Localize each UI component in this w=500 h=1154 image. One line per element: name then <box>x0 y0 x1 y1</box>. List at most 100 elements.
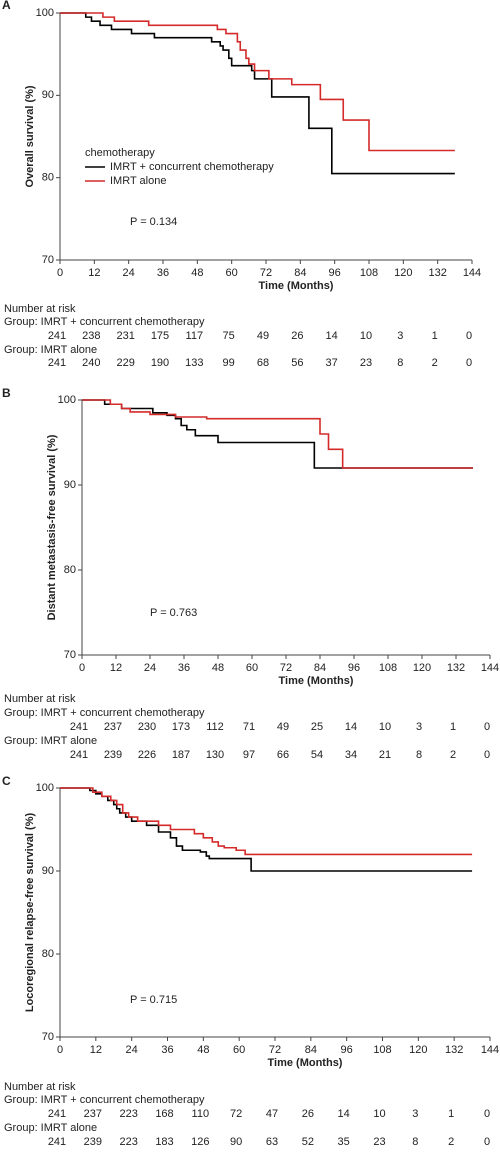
x-tick-label: 36 <box>161 1044 173 1056</box>
risk-count: 8 <box>397 357 403 369</box>
x-tick-label: 72 <box>269 1044 281 1056</box>
risk-count: 241 <box>70 721 88 733</box>
risk-count: 10 <box>379 721 391 733</box>
p-value: P = 0.763 <box>150 607 197 619</box>
risk-count: 1 <box>450 721 456 733</box>
risk-count: 226 <box>138 749 156 761</box>
x-tick-label: 60 <box>226 267 238 279</box>
x-tick-label: 24 <box>144 662 156 674</box>
risk-count: 8 <box>416 749 422 761</box>
x-tick-label: 120 <box>413 662 431 674</box>
risk-count: 173 <box>172 721 190 733</box>
risk-count: 110 <box>192 1108 210 1120</box>
risk-count: 223 <box>119 1136 137 1148</box>
y-axis-title: Distant metastasis-free survival (%) <box>46 434 58 620</box>
y-tick-label: 70 <box>42 1031 54 1043</box>
risk-count: 10 <box>373 1108 385 1120</box>
risk-count: 241 <box>70 749 88 761</box>
risk-count: 26 <box>302 1108 314 1120</box>
risk-count: 237 <box>104 721 122 733</box>
x-tick-label: 120 <box>409 1044 427 1056</box>
x-tick-label: 48 <box>197 1044 209 1056</box>
y-tick-label: 80 <box>42 948 54 960</box>
risk-count: 97 <box>243 749 255 761</box>
x-tick-label: 108 <box>360 267 378 279</box>
x-tick-label: 0 <box>57 1044 63 1056</box>
y-axis-title: Locoregional relapse-free survival (%) <box>24 813 36 1013</box>
risk-count: 72 <box>230 1108 242 1120</box>
risk-count: 8 <box>412 1136 418 1148</box>
risk-count: 190 <box>151 357 169 369</box>
x-tick-label: 108 <box>373 1044 391 1056</box>
risk-count: 47 <box>266 1108 278 1120</box>
risk-count: 37 <box>326 357 338 369</box>
risk-count: 237 <box>84 1108 102 1120</box>
x-tick-label: 60 <box>246 662 258 674</box>
risk-count: 3 <box>397 330 403 342</box>
risk-table-title: Number at risk <box>4 693 76 705</box>
risk-count: 241 <box>48 330 66 342</box>
panel-letter: C <box>2 774 11 788</box>
risk-group-label: Group: IMRT alone <box>4 344 97 356</box>
risk-count: 49 <box>257 330 269 342</box>
x-tick-label: 36 <box>157 267 169 279</box>
risk-count: 90 <box>230 1136 242 1148</box>
risk-count: 14 <box>338 1108 350 1120</box>
y-tick-label: 80 <box>64 564 76 576</box>
risk-count: 241 <box>48 1108 66 1120</box>
risk-group-label: Group: IMRT + concurrent chemotherapy <box>4 707 205 719</box>
risk-count: 23 <box>373 1136 385 1148</box>
x-tick-label: 24 <box>123 267 135 279</box>
risk-count: 241 <box>48 357 66 369</box>
risk-count: 3 <box>412 1108 418 1120</box>
risk-count: 239 <box>104 749 122 761</box>
risk-count: 10 <box>360 330 372 342</box>
x-tick-label: 84 <box>294 267 306 279</box>
risk-count: 21 <box>379 749 391 761</box>
x-tick-label: 24 <box>126 1044 138 1056</box>
x-tick-label: 96 <box>348 662 360 674</box>
y-tick-label: 100 <box>58 394 76 406</box>
x-tick-label: 12 <box>110 662 122 674</box>
risk-count: 130 <box>206 749 224 761</box>
risk-count: 112 <box>206 721 224 733</box>
risk-count: 183 <box>155 1136 173 1148</box>
risk-count: 63 <box>266 1136 278 1148</box>
y-tick-label: 70 <box>42 254 54 266</box>
risk-group-label: Group: IMRT + concurrent chemotherapy <box>4 316 205 328</box>
risk-count: 3 <box>416 721 422 733</box>
risk-count: 117 <box>186 330 204 342</box>
risk-count: 1 <box>432 330 438 342</box>
risk-count: 2 <box>432 357 438 369</box>
risk-count: 2 <box>448 1136 454 1148</box>
survival-curve <box>60 12 455 152</box>
legend-label: IMRT alone <box>110 175 166 187</box>
y-axis-title: Overall survival (%) <box>24 85 36 187</box>
risk-count: 133 <box>185 357 203 369</box>
risk-count: 2 <box>450 749 456 761</box>
risk-count: 34 <box>345 749 357 761</box>
x-tick-label: 144 <box>481 662 499 674</box>
x-tick-label: 36 <box>178 662 190 674</box>
risk-count: 239 <box>84 1136 102 1148</box>
x-tick-label: 12 <box>90 1044 102 1056</box>
risk-count: 238 <box>82 330 100 342</box>
risk-count: 75 <box>223 330 235 342</box>
risk-count: 187 <box>172 749 190 761</box>
y-tick-label: 100 <box>36 7 54 19</box>
x-tick-label: 144 <box>463 267 481 279</box>
risk-group-label: Group: IMRT alone <box>4 1122 97 1134</box>
x-tick-label: 144 <box>481 1044 499 1056</box>
x-tick-label: 132 <box>445 1044 463 1056</box>
p-value: P = 0.134 <box>130 216 177 228</box>
risk-count: 52 <box>302 1136 314 1148</box>
risk-count: 223 <box>119 1108 137 1120</box>
risk-count: 241 <box>48 1136 66 1148</box>
y-tick-label: 90 <box>42 865 54 877</box>
survival-curve <box>60 12 455 175</box>
survival-curve <box>60 787 473 872</box>
risk-count: 25 <box>311 721 323 733</box>
